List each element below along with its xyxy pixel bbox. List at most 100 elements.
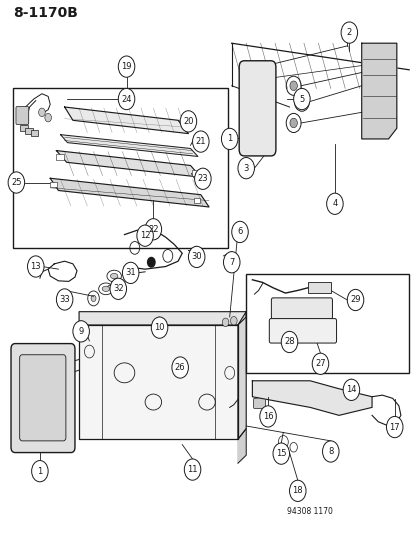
Circle shape (237, 158, 254, 179)
Text: 29: 29 (349, 295, 360, 304)
Circle shape (73, 321, 89, 342)
Circle shape (184, 459, 200, 480)
Text: 19: 19 (121, 62, 131, 71)
Circle shape (375, 122, 382, 130)
FancyBboxPatch shape (268, 319, 336, 343)
Circle shape (375, 44, 382, 53)
Text: 11: 11 (187, 465, 197, 474)
Text: 5: 5 (299, 94, 304, 103)
Text: 6: 6 (237, 228, 242, 237)
Circle shape (91, 295, 96, 302)
Circle shape (194, 168, 211, 189)
Ellipse shape (110, 273, 118, 279)
Circle shape (386, 416, 402, 438)
Circle shape (311, 353, 328, 374)
Circle shape (342, 379, 359, 400)
Text: 10: 10 (154, 323, 164, 332)
Circle shape (276, 306, 280, 311)
Circle shape (38, 108, 45, 117)
Circle shape (289, 81, 297, 91)
Circle shape (152, 326, 158, 333)
Circle shape (144, 327, 150, 334)
FancyBboxPatch shape (253, 398, 265, 408)
Text: 33: 33 (59, 295, 70, 304)
Ellipse shape (102, 286, 109, 292)
FancyBboxPatch shape (239, 61, 275, 156)
Polygon shape (56, 151, 200, 177)
FancyBboxPatch shape (20, 355, 66, 441)
Circle shape (326, 193, 342, 214)
Text: 22: 22 (148, 225, 158, 234)
Polygon shape (79, 325, 237, 439)
Circle shape (137, 225, 153, 246)
Text: 14: 14 (345, 385, 356, 394)
Bar (246, 274, 408, 373)
Circle shape (180, 111, 196, 132)
Circle shape (340, 22, 357, 43)
Circle shape (188, 246, 204, 268)
Circle shape (289, 118, 297, 128)
Circle shape (272, 443, 289, 464)
Text: 2: 2 (346, 28, 351, 37)
Polygon shape (50, 178, 209, 207)
Circle shape (118, 56, 135, 77)
Text: 13: 13 (31, 262, 41, 271)
Circle shape (122, 262, 139, 284)
Bar (25, 128, 33, 134)
Circle shape (110, 278, 126, 300)
Bar (307, 282, 330, 293)
Text: 8: 8 (328, 447, 332, 456)
Circle shape (147, 257, 154, 267)
Circle shape (171, 357, 188, 378)
Circle shape (145, 219, 161, 240)
Circle shape (230, 317, 237, 325)
Text: 1: 1 (226, 134, 232, 143)
Text: 18: 18 (292, 486, 302, 495)
Polygon shape (252, 381, 371, 415)
Circle shape (289, 480, 305, 502)
Text: 31: 31 (125, 269, 135, 277)
Text: 21: 21 (195, 137, 206, 146)
Text: 28: 28 (283, 337, 294, 346)
Circle shape (56, 289, 73, 310)
Circle shape (118, 88, 135, 110)
Circle shape (45, 114, 51, 122)
Circle shape (8, 172, 24, 193)
Text: 94308 1170: 94308 1170 (287, 507, 332, 516)
Circle shape (192, 131, 209, 152)
Bar (21, 125, 28, 131)
Circle shape (297, 97, 305, 107)
Circle shape (231, 221, 248, 243)
Text: 17: 17 (389, 423, 399, 432)
Text: 24: 24 (121, 94, 131, 103)
Circle shape (282, 306, 287, 311)
Bar (193, 198, 200, 203)
Bar (50, 182, 57, 187)
Polygon shape (79, 312, 246, 325)
Polygon shape (361, 43, 396, 139)
Polygon shape (60, 135, 197, 157)
Text: 23: 23 (197, 174, 208, 183)
Text: 26: 26 (174, 363, 185, 372)
Text: 1: 1 (37, 467, 43, 475)
Text: 20: 20 (183, 117, 193, 126)
Polygon shape (64, 107, 188, 134)
Circle shape (322, 441, 338, 462)
Circle shape (280, 332, 297, 353)
Circle shape (259, 406, 275, 427)
Text: 7: 7 (228, 258, 234, 266)
Text: 9: 9 (78, 327, 83, 336)
Circle shape (293, 88, 309, 110)
Circle shape (347, 289, 363, 311)
Circle shape (289, 306, 293, 311)
Text: 4: 4 (332, 199, 337, 208)
Text: 32: 32 (113, 284, 123, 293)
FancyBboxPatch shape (16, 107, 28, 125)
Text: 15: 15 (275, 449, 286, 458)
Text: 3: 3 (243, 164, 248, 173)
Text: 12: 12 (140, 231, 150, 240)
Text: 27: 27 (314, 359, 325, 368)
Circle shape (222, 318, 228, 327)
Circle shape (31, 461, 48, 482)
Text: 16: 16 (262, 412, 273, 421)
